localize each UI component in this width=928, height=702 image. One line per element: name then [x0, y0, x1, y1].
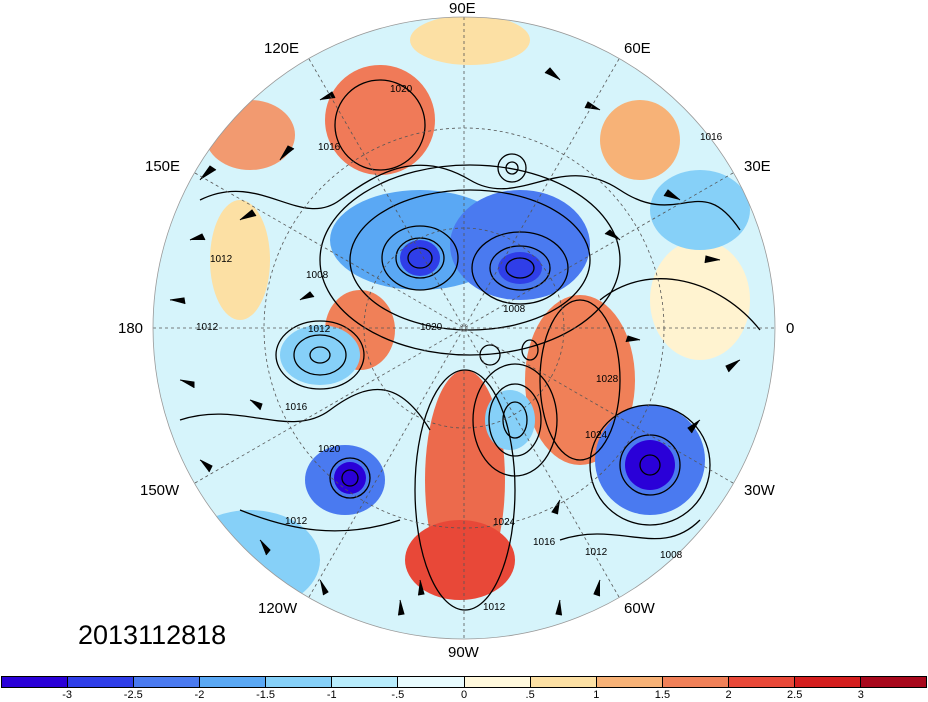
colorbar	[1, 676, 927, 688]
colorbar-tick-label: -3	[62, 689, 73, 701]
warm-anomaly-region	[205, 100, 295, 170]
colorbar-swatch	[794, 677, 862, 687]
contour-label: 1024	[493, 517, 516, 528]
colorbar-swatch	[464, 677, 531, 687]
contour-label: 1020	[318, 444, 341, 455]
colorbar-swatch	[530, 677, 597, 687]
contour-label: 1012	[585, 547, 608, 558]
lon-label-150e: 150E	[145, 158, 181, 175]
warm-anomaly-region	[210, 200, 270, 320]
contour-label: 1012	[196, 322, 219, 333]
colorbar-tick-label: 2	[725, 689, 732, 701]
lon-label-90e: 90E	[449, 0, 476, 17]
colorbar-swatch	[662, 677, 729, 687]
colorbar-tick-label: 1	[593, 689, 600, 701]
map-boundary	[152, 16, 776, 640]
contour-label: 1012	[308, 324, 331, 335]
contour-labels: 1020 1016 1012 1008 1024 1028 1016 1012 …	[196, 84, 723, 613]
lon-label-0: 0	[786, 320, 795, 337]
contour-label: 1020	[420, 322, 443, 333]
wind-barbs	[169, 67, 741, 616]
contour-label: 1024	[585, 430, 608, 441]
cold-anomaly-region	[498, 252, 542, 284]
cold-anomaly-region	[400, 240, 440, 276]
colorbar-swatch	[861, 677, 927, 687]
cold-anomaly-region	[650, 170, 750, 250]
colorbar-swatch	[596, 677, 663, 687]
colorbar-tick-label: -2.5	[123, 689, 143, 701]
contour-label: 1012	[285, 516, 308, 527]
warm-anomaly-region	[650, 240, 750, 360]
contour-label: 1012	[210, 254, 233, 265]
colorbar-swatch	[332, 677, 399, 687]
warm-anomaly-region	[325, 65, 435, 175]
datestamp: 2013112818	[78, 620, 227, 650]
colorbar-swatch	[200, 677, 267, 687]
warm-anomaly-region	[410, 17, 530, 65]
colorbar-tick-label: 1.5	[654, 689, 671, 701]
contour-label: 1016	[700, 132, 723, 143]
cold-anomaly-region	[625, 440, 675, 490]
lon-label-120w: 120W	[258, 600, 298, 617]
lon-label-90w: 90W	[448, 644, 479, 661]
colorbar-tick-label: .5	[525, 689, 535, 701]
colorbar-tick-label: -1.5	[256, 689, 276, 701]
lon-label-30w: 30W	[744, 482, 775, 499]
colorbar-swatch	[398, 677, 465, 687]
colorbar-tick-label: 2.5	[787, 689, 803, 701]
lon-label-60e: 60E	[624, 40, 651, 57]
polar-map: 1020 1016 1012 1008 1024 1028 1016 1012 …	[152, 16, 776, 640]
lon-label-150w: 150W	[140, 482, 180, 499]
contour-label: 1012	[483, 602, 506, 613]
contour-label: 1008	[660, 550, 683, 561]
contour-label: 1016	[318, 142, 341, 153]
lon-label-180: 180	[118, 320, 144, 337]
warm-anomaly-region	[600, 100, 680, 180]
cold-anomaly-region	[280, 325, 360, 385]
lon-label-30e: 30E	[744, 158, 771, 175]
colorbar-swatch	[266, 677, 333, 687]
colorbar-swatch	[2, 677, 69, 687]
colorbar-tick-label: 3	[857, 689, 864, 701]
colorbar-swatch	[728, 677, 795, 687]
colorbar-tick-label: 0	[460, 689, 468, 701]
colorbar-swatch	[68, 677, 135, 687]
lon-label-60w: 60W	[624, 600, 655, 617]
lon-label-120e: 120E	[264, 40, 300, 57]
graticule	[153, 17, 775, 639]
contour-label: 1020	[390, 84, 413, 95]
colorbar-swatch	[134, 677, 201, 687]
contour-label: 1016	[533, 537, 556, 548]
colorbar-tick-label: -1	[326, 689, 337, 701]
cold-anomaly-region	[334, 462, 366, 494]
contour-label: 1008	[306, 270, 329, 281]
colorbar-tick-label: -2	[194, 689, 205, 701]
contour-label: 1016	[285, 402, 308, 413]
contour-label: 1028	[596, 374, 619, 385]
contour-label: 1008	[503, 304, 526, 315]
colorbar-tick-label: -.5	[391, 689, 405, 701]
